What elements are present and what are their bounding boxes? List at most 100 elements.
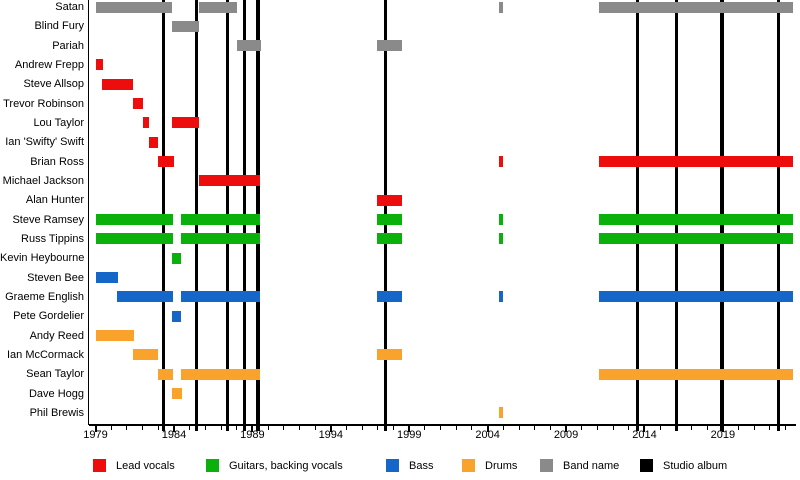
axis-minor-tick [377, 426, 379, 430]
timeline-bar-blind-fury [172, 20, 199, 32]
axis-minor-tick [110, 426, 112, 430]
row-label-andy-reed: Andy Reed [29, 329, 84, 342]
axis-minor-tick [345, 426, 347, 430]
timeline-bar-russ-tippins [96, 233, 174, 245]
row-label-brian-ross: Brian Ross [30, 155, 84, 168]
axis-minor-tick [502, 426, 504, 430]
legend-label: Bass [409, 460, 434, 472]
axis-major-tick [172, 426, 175, 432]
y-axis-border [88, 0, 89, 425]
axis-minor-tick [706, 426, 708, 430]
axis-minor-tick [549, 426, 551, 430]
axis-minor-tick [581, 426, 583, 430]
axis-year-label-1999: 1999 [396, 429, 422, 441]
timeline-bar-graeme-english [377, 291, 403, 303]
axis-minor-tick [126, 426, 128, 430]
axis-major-tick [251, 426, 254, 432]
timeline-bar-satan [96, 1, 173, 13]
row-label-dave-hogg: Dave Hogg [28, 387, 84, 400]
axis-minor-tick [424, 426, 426, 430]
timeline-bar-phil-brewis [498, 407, 503, 419]
row-label-andrew-frepp: Andrew Frepp [14, 58, 84, 71]
row-label-phil-brewis: Phil Brewis [29, 406, 84, 419]
timeline-bar-ian-mccormack [377, 349, 403, 361]
axis-minor-tick [534, 426, 536, 430]
timeline-bar-steve-ramsey [599, 214, 793, 226]
timeline-bar-alan-hunter [377, 194, 403, 206]
row-label-michael-jackson: Michael Jackson [2, 174, 84, 187]
legend-swatch-band-name [540, 459, 553, 472]
timeline-bar-russ-tippins [377, 233, 403, 245]
row-label-ian-mccormack: Ian McCormack [6, 348, 84, 361]
legend-swatch-studio-album [640, 459, 653, 472]
axis-major-tick [486, 426, 489, 432]
row-label-pariah: Pariah [52, 39, 84, 52]
row-label-russ-tippins: Russ Tippins [21, 232, 84, 245]
axis-minor-tick [691, 426, 693, 430]
row-label-sean-taylor: Sean Taylor [26, 368, 84, 381]
row-label-graeme-english: Graeme English [5, 290, 84, 303]
timeline-bar-pariah [377, 40, 403, 52]
timeline-bar-steve-ramsey [181, 214, 261, 226]
timeline-bar-trevor-robinson [133, 98, 143, 110]
timeline-bar-lou-taylor [142, 117, 149, 129]
timeline-bar-brian-ross [157, 156, 174, 168]
axis-minor-tick [220, 426, 222, 430]
timeline-bar-pariah [237, 40, 261, 52]
axis-minor-tick [189, 426, 191, 430]
timeline-bar-russ-tippins [599, 233, 793, 245]
axis-minor-tick [440, 426, 442, 430]
timeline-bar-pete-gordelier [172, 310, 181, 322]
axis-minor-tick [283, 426, 285, 430]
axis-minor-tick [659, 426, 661, 430]
axis-minor-tick [298, 426, 300, 430]
timeline-bar-graeme-english [116, 291, 174, 303]
timeline-bar-brian-ross [498, 156, 503, 168]
axis-year-label-1979: 1979 [83, 429, 108, 441]
axis-minor-tick [267, 426, 269, 430]
legend-swatch-bass [386, 459, 399, 472]
timeline-bar-steven-bee [96, 272, 118, 284]
axis-minor-tick [612, 426, 614, 430]
timeline-bar-graeme-english [498, 291, 503, 303]
axis-minor-tick [471, 426, 473, 430]
timeline-bar-sean-taylor [181, 368, 261, 380]
row-label-satan: Satan [55, 1, 84, 13]
axis-year-label-1989: 1989 [240, 429, 265, 441]
axis-major-tick [94, 426, 97, 432]
axis-minor-tick [738, 426, 740, 430]
legend-swatch-guitars-backing-vocals [206, 459, 219, 472]
legend-swatch-lead-vocals [93, 459, 106, 472]
timeline-bar-sean-taylor [599, 368, 793, 380]
row-label-steve-allsop: Steve Allsop [23, 78, 84, 91]
axis-minor-tick [455, 426, 457, 430]
x-axis-baseline [88, 424, 796, 426]
timeline-bar-satan [199, 1, 238, 13]
timeline-bar-steve-ramsey [377, 214, 403, 226]
timeline-bar-andy-reed [96, 330, 134, 342]
axis-minor-tick [361, 426, 363, 430]
axis-major-tick [408, 426, 411, 432]
legend-label: Drums [485, 460, 518, 472]
axis-minor-tick [204, 426, 206, 430]
timeline-bar-kevin-heybourne [172, 252, 181, 264]
axis-year-label-2009: 2009 [553, 429, 579, 441]
axis-minor-tick [314, 426, 316, 430]
axis-major-tick [329, 426, 332, 432]
axis-minor-tick [769, 426, 771, 430]
row-label-kevin-heybourne: Kevin Heybourne [0, 252, 85, 265]
legend-swatch-drums [462, 459, 475, 472]
axis-minor-tick [157, 426, 159, 430]
row-label-blind-fury: Blind Fury [34, 20, 84, 33]
row-label-ian-swifty-swift: Ian 'Swifty' Swift [5, 136, 84, 149]
axis-minor-tick [628, 426, 630, 430]
axis-year-label-1994: 1994 [318, 429, 344, 441]
axis-minor-tick [753, 426, 755, 430]
legend-label: Guitars, backing vocals [229, 460, 343, 472]
timeline-bar-graeme-english [599, 291, 793, 303]
timeline-bar-russ-tippins [498, 233, 503, 245]
timeline-bar-satan [498, 1, 503, 13]
legend-label: Band name [563, 460, 620, 472]
row-label-steven-bee: Steven Bee [27, 271, 84, 284]
